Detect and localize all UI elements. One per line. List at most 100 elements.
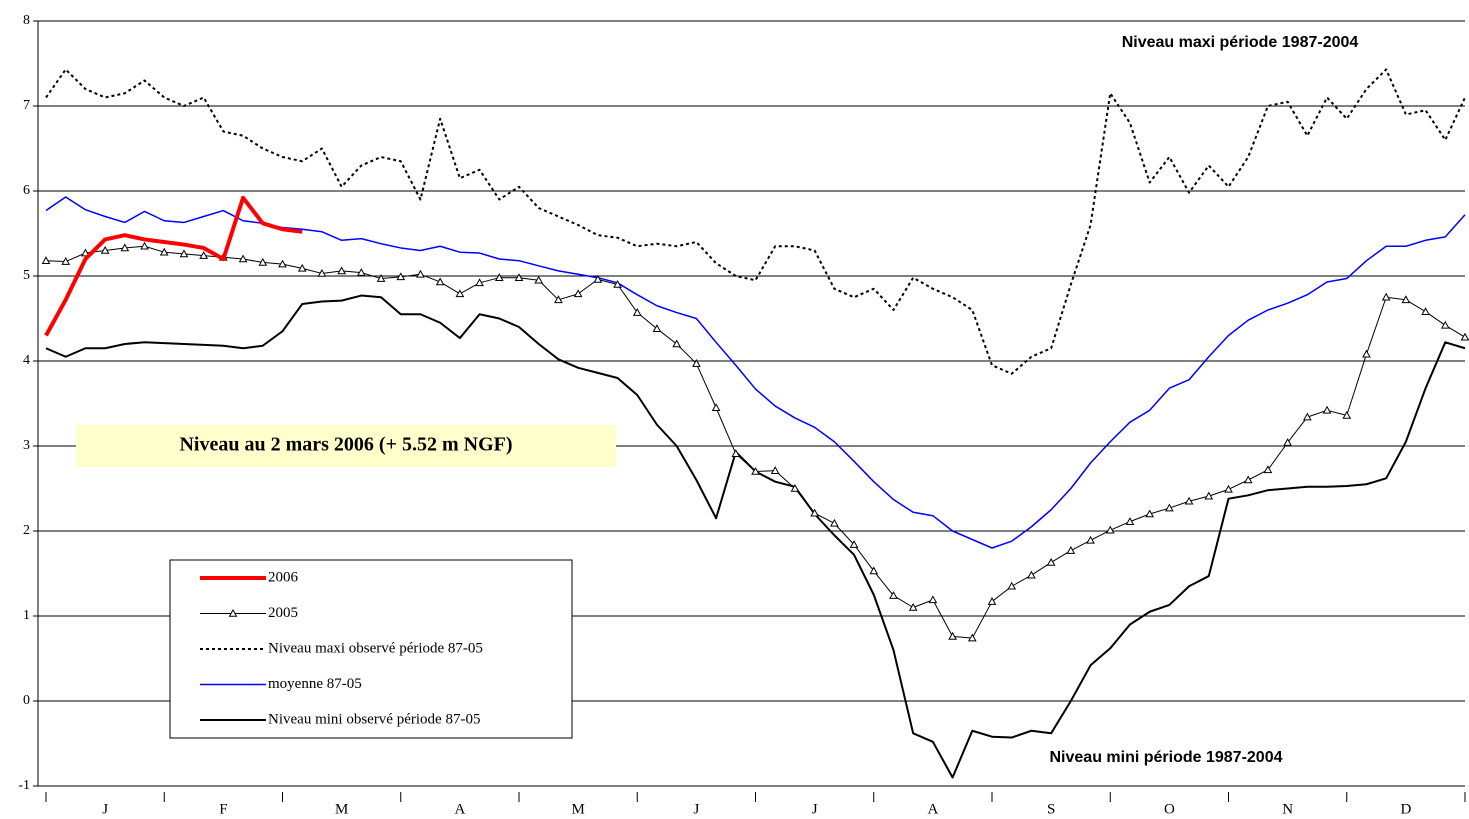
marker <box>514 273 524 281</box>
marker <box>1165 503 1174 512</box>
y-tick-label: 1 <box>23 608 30 623</box>
marker <box>1362 349 1371 358</box>
y-tick-label: 2 <box>23 523 30 538</box>
x-tick-label: J <box>812 801 818 817</box>
marker <box>435 277 445 286</box>
x-tick-label: O <box>1164 801 1175 817</box>
marker <box>1204 491 1214 500</box>
marker <box>1342 410 1352 419</box>
x-tick-label: J <box>102 801 108 817</box>
y-tick-label: 0 <box>23 693 30 708</box>
marker <box>159 247 169 256</box>
marker <box>396 272 406 281</box>
marker <box>81 248 90 257</box>
marker <box>356 268 366 276</box>
x-tick-label: A <box>927 801 938 817</box>
marker <box>1440 320 1450 329</box>
x-tick-label: D <box>1400 801 1411 817</box>
marker <box>376 274 386 282</box>
marker <box>967 633 977 642</box>
marker <box>1421 307 1430 315</box>
marker <box>1007 581 1017 590</box>
marker <box>849 540 859 548</box>
marker <box>278 259 287 268</box>
marker <box>770 466 780 474</box>
y-tick-label: 8 <box>23 13 30 28</box>
marker <box>1066 546 1076 554</box>
marker <box>238 254 248 263</box>
x-tick-label: A <box>454 801 465 817</box>
marker <box>593 274 603 283</box>
marker <box>829 518 839 527</box>
highlight-box <box>76 425 616 467</box>
marker <box>1283 438 1292 446</box>
highlight-text: Niveau au 2 mars 2006 (+ 5.52 m NGF) <box>179 434 512 456</box>
y-tick-label: 6 <box>23 183 30 198</box>
y-tick-label: 7 <box>23 98 30 113</box>
marker <box>632 308 642 316</box>
marker <box>1460 332 1469 341</box>
marker <box>1243 475 1253 484</box>
marker <box>199 251 209 259</box>
marker <box>258 257 268 266</box>
x-tick-label: N <box>1282 801 1293 817</box>
annotation: Niveau mini période 1987-2004 <box>1050 749 1283 766</box>
marker <box>613 279 622 288</box>
marker <box>297 263 307 272</box>
marker <box>987 597 997 605</box>
marker <box>1086 535 1095 544</box>
marker <box>100 245 110 254</box>
x-tick-label: S <box>1047 801 1055 817</box>
marker <box>672 339 682 348</box>
marker <box>1105 525 1115 534</box>
marker <box>1184 496 1194 505</box>
marker <box>692 359 701 367</box>
marker <box>751 466 760 475</box>
legend-label: 2005 <box>268 605 298 621</box>
marker <box>652 324 662 332</box>
legend-marker <box>228 608 238 617</box>
annotation: Niveau maxi période 1987-2004 <box>1122 34 1359 51</box>
marker <box>455 289 465 298</box>
marker <box>494 273 504 281</box>
marker <box>475 278 484 287</box>
marker <box>1381 292 1391 301</box>
marker <box>1322 405 1332 414</box>
marker <box>120 243 130 252</box>
marker <box>337 266 346 275</box>
marker <box>317 268 327 277</box>
series-line <box>44 195 303 337</box>
x-tick-label: M <box>335 801 348 817</box>
marker <box>1401 295 1411 304</box>
marker <box>61 257 71 265</box>
marker <box>1263 465 1273 474</box>
legend-label: Niveau mini observé période 87-05 <box>268 711 480 727</box>
marker <box>179 249 189 258</box>
marker <box>731 449 741 457</box>
marker <box>573 289 583 298</box>
y-tick-label: 3 <box>23 438 30 453</box>
marker <box>41 256 51 264</box>
marker <box>869 566 879 575</box>
marker <box>554 295 563 304</box>
y-tick-label: 5 <box>23 268 30 283</box>
marker <box>1302 412 1312 421</box>
marker <box>1125 517 1135 525</box>
marker <box>534 275 544 284</box>
marker <box>889 591 898 599</box>
marker <box>810 508 819 517</box>
series-line <box>45 196 1466 549</box>
x-tick-label: M <box>571 801 584 817</box>
legend-label: moyenne 87-05 <box>268 676 362 692</box>
y-tick-label: -1 <box>18 778 30 793</box>
legend-label: 2006 <box>268 569 299 585</box>
marker <box>1145 509 1155 518</box>
marker <box>948 631 957 640</box>
marker <box>1027 570 1036 579</box>
marker <box>140 241 149 250</box>
marker <box>416 269 425 278</box>
marker <box>908 602 918 611</box>
marker <box>1224 484 1233 493</box>
x-tick-label: F <box>219 801 227 817</box>
